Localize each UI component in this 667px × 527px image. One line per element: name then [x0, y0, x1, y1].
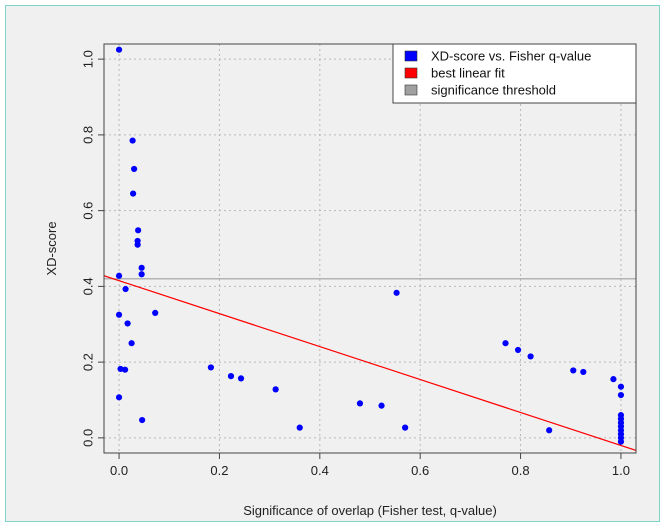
fit-line: [103, 275, 637, 451]
fit-line-group: [103, 275, 637, 451]
data-point: [207, 364, 215, 371]
data-point: [115, 311, 123, 318]
data-point: [617, 391, 625, 399]
x-tick-label: 0.2: [210, 463, 228, 478]
x-tick-label: 0.6: [411, 463, 429, 478]
legend-label: XD-score vs. Fisher q-value: [431, 49, 591, 64]
data-point: [502, 340, 509, 347]
legend: XD-score vs. Fisher q-value best linear f…: [392, 43, 637, 104]
legend-label: significance threshold: [431, 83, 556, 98]
data-point: [617, 383, 625, 390]
x-tick-label: 0.4: [311, 463, 329, 478]
data-point: [115, 46, 123, 53]
data-point: [610, 376, 617, 383]
data-point: [121, 366, 129, 373]
scatter-chart: 0.0 0.2 0.4 0.6 0.8 1.0 0.0 0.2 0.4 0.6 0.8 1.0 Si…: [44, 43, 637, 518]
x-axis-label: Significance of overlap (Fisher test, q-…: [243, 503, 497, 518]
x-tick-label: 0.8: [512, 463, 530, 478]
data-point: [378, 402, 385, 409]
x-tick-label: 1.0: [612, 463, 630, 478]
data-point: [393, 289, 400, 296]
x-tick-label: 0.0: [110, 463, 128, 478]
legend-swatch: [404, 50, 418, 62]
data-point: [115, 394, 123, 401]
data-point: [139, 416, 146, 424]
chart-frame: 0.0 0.2 0.4 0.6 0.8 1.0 0.0 0.2 0.4 0.6 0.8 1.0 Si…: [5, 5, 660, 522]
data-point: [138, 271, 145, 278]
data-point: [570, 367, 577, 374]
data-point: [296, 424, 303, 431]
data-point: [115, 272, 123, 279]
data-point: [128, 340, 135, 347]
data-point: [356, 400, 364, 407]
data-point: [152, 309, 159, 316]
data-point: [129, 137, 136, 144]
x-axis-ticks: 0.0 0.2 0.4 0.6 0.8 1.0: [110, 453, 630, 478]
data-point: [134, 241, 141, 248]
legend-box: [392, 43, 637, 104]
data-points: [115, 46, 625, 445]
data-point: [527, 353, 534, 360]
y-tick-label: 0.0: [81, 429, 96, 447]
data-point: [135, 227, 142, 234]
data-point: [546, 427, 553, 434]
y-tick-label: 0.4: [81, 277, 96, 295]
y-tick-label: 1.0: [81, 50, 96, 68]
data-point: [131, 165, 138, 173]
data-point: [580, 368, 587, 376]
data-point: [124, 320, 131, 327]
y-axis-label: XD-score: [44, 221, 59, 275]
data-point: [272, 386, 279, 393]
data-point: [514, 346, 522, 354]
data-point: [617, 438, 625, 445]
data-point: [402, 424, 409, 431]
data-point: [227, 373, 235, 380]
y-tick-label: 0.6: [81, 202, 96, 220]
y-tick-label: 0.2: [81, 353, 96, 371]
data-point: [138, 264, 145, 271]
data-point: [122, 285, 129, 293]
legend-swatch: [404, 67, 418, 79]
legend-swatch: [404, 84, 418, 96]
y-axis-ticks: 0.0 0.2 0.4 0.6 0.8 1.0: [81, 50, 104, 447]
data-point: [130, 190, 137, 197]
y-tick-label: 0.8: [81, 126, 96, 144]
data-point: [237, 375, 245, 382]
grid-lines: [104, 44, 636, 453]
legend-label: best linear fit: [431, 66, 505, 81]
plot-area-border: [103, 43, 637, 454]
